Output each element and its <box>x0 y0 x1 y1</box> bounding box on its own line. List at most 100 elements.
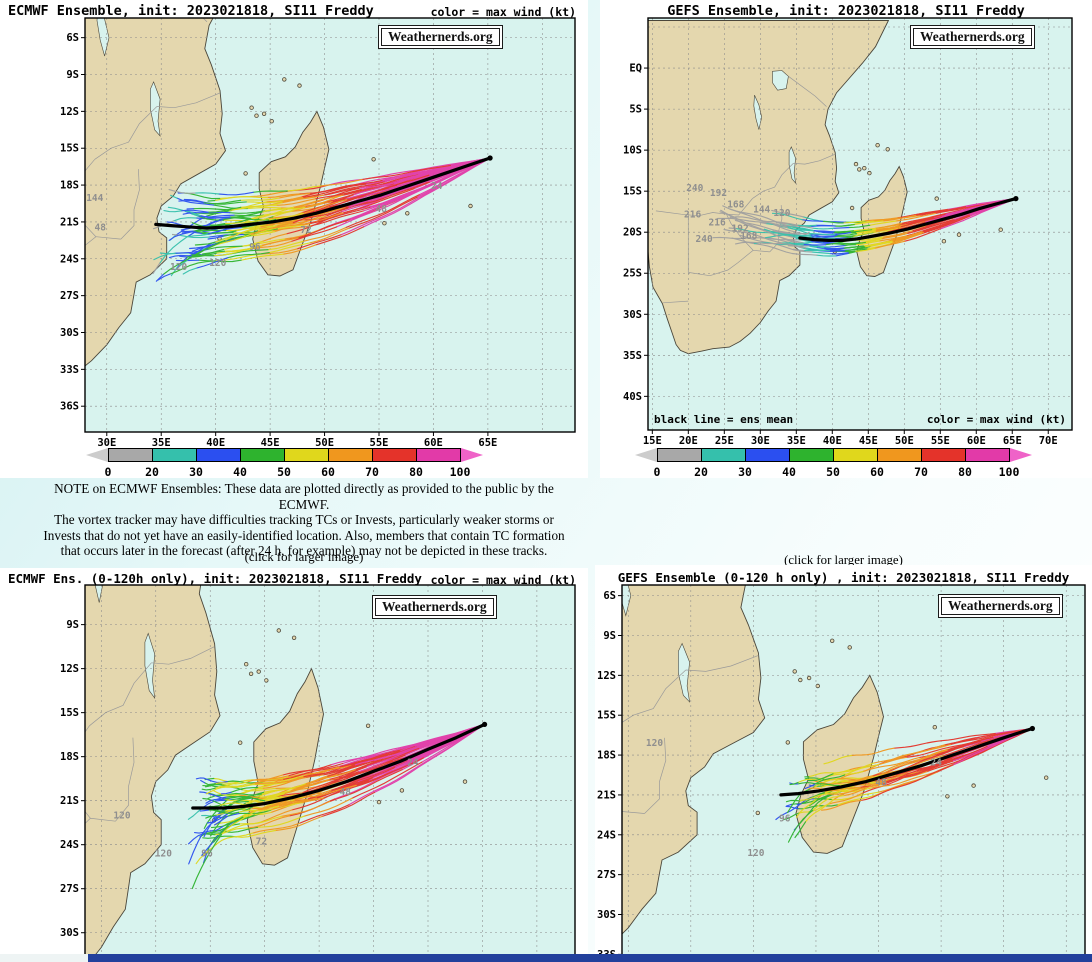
island <box>829 638 835 643</box>
svg-text:96: 96 <box>201 848 213 859</box>
island <box>806 675 812 681</box>
svg-text:35S: 35S <box>623 350 642 362</box>
watermark-text: Weathernerds.org <box>948 598 1053 613</box>
island <box>956 232 962 237</box>
lake <box>94 585 103 603</box>
island <box>862 165 867 171</box>
lake <box>96 18 110 57</box>
svg-text:25E: 25E <box>715 435 734 447</box>
svg-text:192: 192 <box>732 223 749 234</box>
svg-text:15S: 15S <box>60 143 79 155</box>
map-frame <box>84 584 576 962</box>
ensemble-mean-track <box>191 722 487 810</box>
svg-text:55E: 55E <box>931 435 950 447</box>
country-border <box>85 224 97 237</box>
colorbar-label: 100 <box>998 465 1020 479</box>
panel-gefs-120h: GEFS Ensemble (0-120 h only) , init: 202… <box>595 565 1092 962</box>
watermark-text: Weathernerds.org <box>920 29 1025 44</box>
svg-text:240: 240 <box>686 183 703 194</box>
island <box>261 111 267 116</box>
svg-text:120: 120 <box>155 848 172 859</box>
island <box>248 671 254 676</box>
note-line: Invests that do not yet have an easily-i… <box>43 527 565 543</box>
island <box>932 724 937 730</box>
island <box>1044 775 1049 780</box>
watermark-text: Weathernerds.org <box>388 29 493 44</box>
colorbar-label: 100 <box>449 465 471 479</box>
svg-text:48: 48 <box>94 223 106 234</box>
island <box>371 157 376 162</box>
storm-start-marker <box>482 721 488 727</box>
map-frame <box>647 17 1073 431</box>
svg-text:30S: 30S <box>623 309 642 321</box>
colorbar-segment <box>108 448 153 462</box>
panel-ecmwf-ensemble: ECMWF Ensemble, init: 2023021818, SI11 F… <box>0 0 588 479</box>
svg-text:60E: 60E <box>424 437 443 449</box>
colorbar-segment <box>877 448 922 462</box>
island <box>792 669 797 674</box>
island <box>468 203 473 209</box>
island <box>998 227 1003 232</box>
colorbar-segment <box>701 448 746 462</box>
svg-text:21S: 21S <box>60 216 79 228</box>
africa-landmass <box>622 585 766 935</box>
wind-colorbar: 0 20 30 40 50 60 70 80 100 <box>635 448 1032 479</box>
island <box>254 113 259 118</box>
country-border <box>685 655 759 672</box>
island <box>815 683 820 689</box>
country-border <box>663 300 689 304</box>
ecmwf-120h-map[interactable]: 24 48 72 96 120 120 9S 12S 15S 18S 21S 24S 27S 30S <box>0 568 588 962</box>
colorbar-segment <box>284 448 329 462</box>
svg-text:144: 144 <box>753 205 770 216</box>
country-border <box>151 646 215 665</box>
ecmwf-note: NOTE on ECMWF Ensembles: These data are … <box>30 481 578 559</box>
forecast-hour-labels: 24 48 96 120 120 <box>646 738 942 859</box>
svg-text:9S: 9S <box>66 69 79 81</box>
island <box>237 740 243 745</box>
colorbar-segment <box>965 448 1010 462</box>
click-larger-caption-right: (click for larger image) <box>784 553 903 567</box>
country-border <box>85 159 96 172</box>
svg-text:55E: 55E <box>370 437 389 449</box>
colorbar-label: 60 <box>870 465 884 479</box>
map-layers: 24 48 96 120 120 <box>622 585 1085 962</box>
legend-black-line-label: black line = ens mean <box>654 413 793 426</box>
svg-text:25S: 25S <box>623 268 642 280</box>
axis-tick-labels: 15E 20E 25E 30E 35E 40E 45E 50E 55E 60E 65E 70E EQ 5S… <box>623 63 1058 447</box>
island <box>941 238 947 244</box>
gefs-120h-map[interactable]: 2448961201206S9S12S15S18S21S24S27S30S33S <box>595 565 1092 962</box>
island <box>282 77 287 82</box>
color-legend-label: color = max wind (kt) <box>430 573 576 587</box>
ecmwf-ensemble-map[interactable]: 24 48 72 96 120 48 144 120 30E 35E 40E 45E 50E 55E 60E… <box>0 0 588 452</box>
svg-text:24S: 24S <box>60 839 79 851</box>
panel-gefs-ensemble: GEFS Ensemble, init: 2023021818, SI11 Fr… <box>600 0 1092 479</box>
colorbar-label: 20 <box>145 465 159 479</box>
colorbar-label: 40 <box>782 465 796 479</box>
forecast-hour-labels: 24 48 72 96 120 120 <box>113 758 418 860</box>
svg-text:65E: 65E <box>478 437 497 449</box>
legend-color-label: color = max wind (kt) <box>927 413 1066 426</box>
svg-text:24S: 24S <box>597 829 616 841</box>
svg-text:12S: 12S <box>60 663 79 675</box>
lake <box>622 585 632 617</box>
svg-text:27S: 27S <box>597 869 616 881</box>
note-line: that occurs later in the forecast (after… <box>60 543 548 559</box>
colorbar-segment <box>416 448 461 462</box>
ensemble-mean-track <box>154 156 492 230</box>
lake <box>150 81 161 137</box>
colorbar-label: 80 <box>958 465 972 479</box>
colorbar-label: 70 <box>365 465 379 479</box>
lake <box>144 632 156 700</box>
panel-title: GEFS Ensemble, init: 2023021818, SI11 Fr… <box>667 3 1025 19</box>
colorbar-segment <box>657 448 702 462</box>
svg-text:15S: 15S <box>597 710 616 722</box>
island <box>243 171 248 176</box>
svg-text:30S: 30S <box>60 327 79 339</box>
map-frame <box>621 584 1086 962</box>
svg-text:21S: 21S <box>597 789 616 801</box>
colorbar-label: 50 <box>826 465 840 479</box>
island <box>885 147 890 152</box>
